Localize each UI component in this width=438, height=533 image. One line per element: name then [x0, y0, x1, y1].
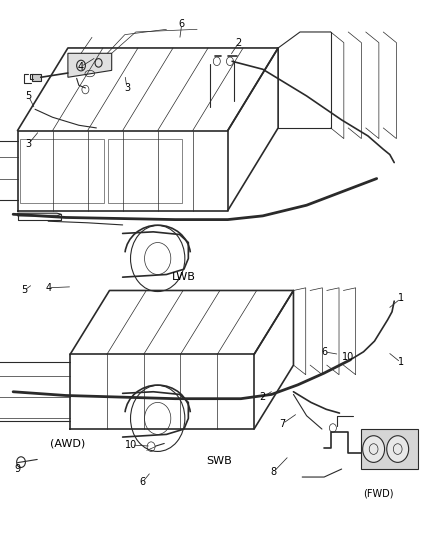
Bar [108, 139, 182, 203]
Text: 7: 7 [279, 419, 286, 429]
Text: 3: 3 [124, 83, 130, 93]
Text: (FWD): (FWD) [364, 488, 394, 498]
Text: 6: 6 [139, 478, 145, 487]
Text: 6: 6 [321, 347, 327, 357]
Polygon shape [68, 53, 112, 77]
Text: 1: 1 [398, 294, 404, 303]
Text: (AWD): (AWD) [50, 439, 85, 448]
Polygon shape [18, 213, 61, 216]
Text: 9: 9 [14, 464, 21, 474]
Bar [32, 74, 41, 81]
Text: 10: 10 [342, 352, 354, 362]
Text: 6: 6 [179, 19, 185, 29]
Text: 1: 1 [398, 358, 404, 367]
Text: 5: 5 [21, 286, 27, 295]
Circle shape [363, 435, 385, 462]
Text: 4: 4 [78, 62, 84, 71]
Polygon shape [361, 429, 418, 469]
Text: 4: 4 [45, 283, 51, 293]
Text: 2: 2 [236, 38, 242, 47]
Text: SWB: SWB [206, 456, 232, 466]
Text: LWB: LWB [172, 272, 196, 282]
Text: 2: 2 [260, 392, 266, 402]
Text: 8: 8 [271, 467, 277, 477]
Text: 10: 10 [125, 440, 138, 450]
Text: 3: 3 [25, 139, 32, 149]
Text: 5: 5 [25, 91, 32, 101]
Bar [20, 139, 104, 203]
Circle shape [387, 435, 409, 462]
